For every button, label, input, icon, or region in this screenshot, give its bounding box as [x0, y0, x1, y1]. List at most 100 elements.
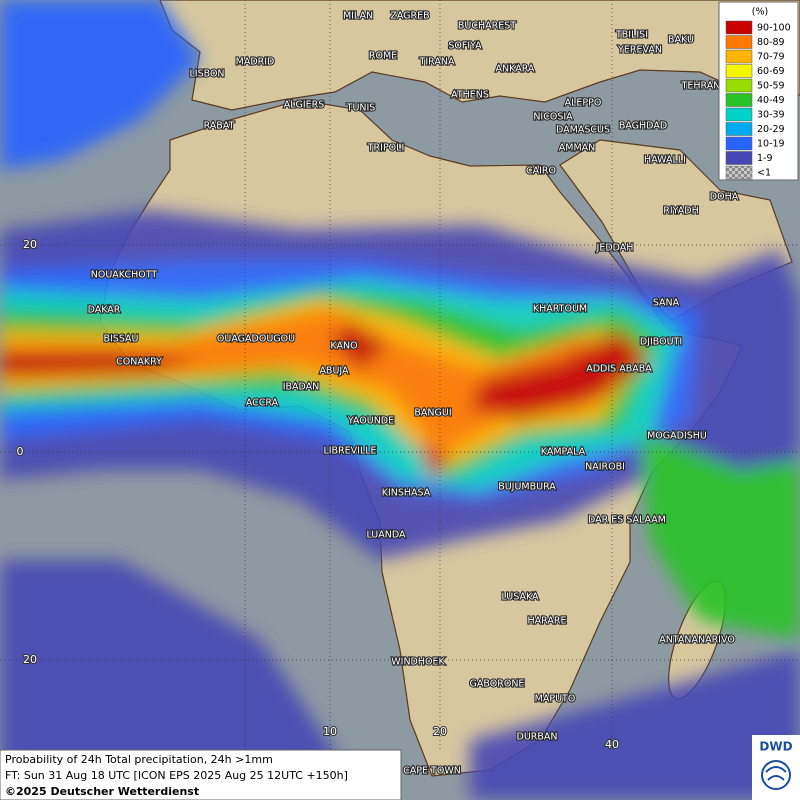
legend-swatch [725, 64, 753, 78]
legend-swatch-pattern [726, 166, 752, 179]
city-label: BAGHDAD [619, 121, 667, 132]
city-label: HARARE [528, 616, 567, 627]
city-label: NICOSIA [533, 112, 573, 123]
city-label: MILAN [343, 11, 373, 22]
legend-swatch [725, 35, 753, 49]
grid-label: 20 [23, 238, 37, 251]
city-label: TBILISI [615, 30, 648, 41]
city-label: DAMASCUS [556, 125, 610, 136]
legend-swatch [725, 136, 753, 151]
city-label: ANKARA [496, 64, 535, 75]
legend-label: 70-79 [757, 52, 785, 63]
city-label: HAWALLI [644, 155, 686, 166]
city-label: CONAKRY [116, 357, 162, 368]
city-label: NOUAKCHOTT [91, 270, 158, 281]
legend-swatch [725, 122, 753, 136]
city-label: BAKU [668, 35, 694, 46]
grid-labels: 20 0 20 10 20 40 [16, 237, 621, 752]
city-label: ROME [369, 51, 397, 62]
city-label: AMMAN [559, 143, 596, 154]
legend-label: 30-39 [757, 110, 785, 121]
city-label: TRIPOLI [367, 143, 405, 154]
grid-label: 20 [23, 653, 37, 666]
city-label: IBADAN [283, 382, 320, 393]
city-label: ACCRA [246, 398, 279, 409]
city-label: MOGADISHU [647, 431, 707, 442]
city-label: ABUJA [319, 366, 349, 377]
city-label: DURBAN [517, 732, 558, 743]
grid-label: 40 [605, 738, 619, 751]
city-label: KAMPALA [541, 447, 586, 458]
city-label: BUCHAREST [458, 21, 516, 32]
city-label: LUANDA [366, 530, 406, 541]
city-label: DAKAR [88, 305, 121, 316]
legend-label: 60-69 [757, 66, 785, 77]
city-label: DOHA [710, 192, 739, 203]
city-label: TIRANA [419, 57, 455, 68]
city-label: KHARTOUM [533, 304, 587, 315]
city-label: BUJUMBURA [498, 482, 556, 493]
legend-label: 90-100 [757, 23, 791, 34]
grid-label: 20 [433, 725, 447, 738]
logo-icon [761, 760, 791, 790]
city-label: ANTANANARIVO [659, 635, 735, 646]
city-label: WINDHOEK [391, 657, 445, 668]
city-label: RIYADH [663, 206, 698, 217]
city-label: KINSHASA [382, 488, 431, 499]
legend-label: 10-19 [757, 139, 785, 150]
grid-label: 10 [323, 725, 337, 738]
city-label: ADDIS ABABA [586, 364, 652, 375]
caption-box [0, 749, 402, 800]
legend-swatch [725, 78, 753, 93]
legend-swatch [725, 107, 753, 122]
legend-label: 20-29 [757, 124, 785, 135]
city-label: CAPE TOWN [403, 766, 461, 777]
legend-label: 50-59 [757, 81, 785, 92]
city-label: ATHENS [451, 90, 489, 101]
city-label: RABAT [204, 121, 235, 132]
city-label: ALGIERS [284, 100, 325, 111]
legend-swatch [725, 93, 753, 107]
caption-line: Probability of 24h Total precipitation, … [5, 753, 273, 766]
city-label: OUAGADOUGOU [217, 334, 295, 345]
city-label: ZAGREB [390, 11, 429, 22]
city-label: KANO [330, 341, 357, 352]
city-label: SOFIYA [448, 41, 482, 52]
city-label: MAPUTO [535, 694, 576, 705]
legend-label: 40-49 [757, 95, 785, 106]
city-label: CAIRO [526, 166, 556, 177]
logo: DWD [759, 740, 792, 754]
legend-swatch [725, 49, 753, 64]
legend-label: 1-9 [757, 153, 773, 164]
legend-title: (%) [752, 7, 768, 18]
city-label: DAR ES SALAAM [588, 515, 666, 526]
city-label: YAOUNDE [347, 416, 394, 427]
caption-line: ©2025 Deutscher Wetterdienst [5, 785, 199, 798]
legend-label: 80-89 [757, 37, 785, 48]
city-label: TUNIS [346, 103, 376, 114]
legend: (%) 90-100 80-89 70-79 60-69 50-59 40-49 30-39… [718, 1, 799, 181]
city-label: TEHRAN [681, 81, 721, 92]
graticule [0, 0, 800, 750]
city-label: NAIROBI [585, 462, 625, 473]
city-label: LISBON [189, 69, 224, 80]
city-label: BANGUI [414, 408, 451, 419]
city-label: DJIBOUTI [640, 337, 682, 348]
city-label: JEDDAH [596, 243, 634, 254]
caption-line: FT: Sun 31 Aug 18 UTC [ICON EPS 2025 Aug… [5, 769, 348, 782]
city-labels: MILAN ZAGREB BUCHAREST TBILISI BAKU MADRID ROM… [86, 9, 739, 777]
city-label: GABORONE [470, 679, 525, 690]
city-label: LUSAKA [501, 592, 539, 603]
city-label: YEREVAN [617, 45, 662, 56]
city-label: LIBREVILLE [323, 446, 376, 457]
city-label: MADRID [236, 57, 275, 68]
legend-swatch [725, 20, 753, 35]
city-label: ALEPPO [565, 98, 602, 109]
city-label: SANA [653, 298, 680, 309]
city-label: BISSAU [103, 334, 138, 345]
grid-label: 0 [17, 445, 24, 458]
legend-label: <1 [757, 168, 771, 179]
legend-swatch [725, 151, 753, 165]
